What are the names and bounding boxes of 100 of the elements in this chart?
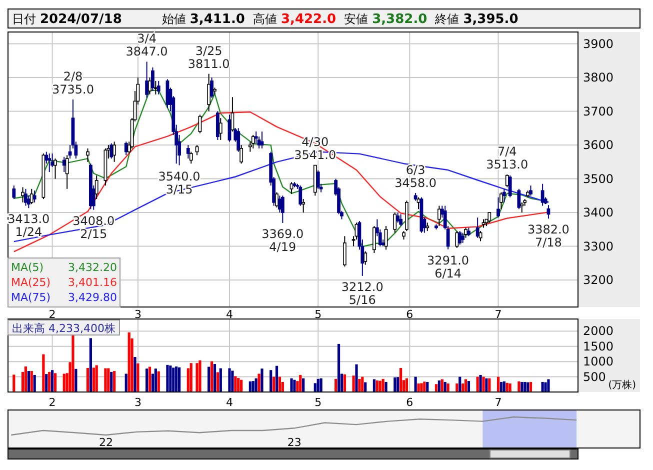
bar <box>400 368 402 392</box>
bar <box>216 372 219 392</box>
bar <box>290 378 293 392</box>
bar <box>508 383 512 392</box>
bar <box>464 379 468 392</box>
candlestick <box>210 77 214 98</box>
bar <box>378 380 382 392</box>
bar <box>502 381 506 392</box>
bar <box>254 378 258 392</box>
x-tick-label: 23 <box>287 436 302 449</box>
bar <box>440 379 444 392</box>
bar <box>86 368 90 392</box>
bar <box>376 380 378 392</box>
candlestick <box>207 73 211 112</box>
bar <box>355 364 358 392</box>
bar <box>500 382 503 392</box>
annotation: 3212.0 5/16 <box>341 280 384 307</box>
candlestick <box>30 188 34 205</box>
candlestick <box>280 195 284 224</box>
bar <box>396 377 400 392</box>
bar <box>434 384 438 392</box>
annotation: 3291.0 6/14 <box>427 253 470 280</box>
bar <box>260 368 264 392</box>
bar <box>479 374 482 392</box>
bar <box>544 382 547 392</box>
annotation: 7/4 3513.0 <box>486 144 528 172</box>
bar <box>270 370 272 392</box>
candlestick <box>458 230 462 246</box>
bar <box>299 374 302 392</box>
x-tick-label: 6 <box>406 396 414 409</box>
y-tick-label: 3400 <box>583 206 614 220</box>
candlestick <box>505 174 509 188</box>
candlestick <box>110 142 114 160</box>
bar <box>476 376 479 392</box>
bar <box>518 381 520 392</box>
y-tick-label: 3300 <box>583 239 614 254</box>
bar <box>272 376 276 392</box>
x-tick-label: 6 <box>406 308 414 321</box>
candlestick <box>54 158 57 180</box>
bar <box>124 374 128 392</box>
candlestick <box>298 185 302 206</box>
bar <box>438 380 440 392</box>
y-tick-label: 3800 <box>583 70 614 85</box>
bar <box>394 377 396 392</box>
bar <box>420 383 423 392</box>
bar <box>210 361 214 392</box>
annotation: 3413.0 1/24 <box>8 212 50 240</box>
candlestick <box>416 196 420 210</box>
candlestick <box>316 170 320 190</box>
bar <box>426 382 429 392</box>
bar <box>446 383 450 392</box>
x-tick-label: 3 <box>134 396 142 409</box>
candlestick <box>156 80 160 95</box>
bar <box>107 368 110 392</box>
text: MA(5) 3,432.20 <box>11 261 117 274</box>
x-tick-label: 2 <box>48 396 56 409</box>
y-tick-label: 500 <box>583 370 606 384</box>
candlestick <box>399 214 402 227</box>
bar <box>166 364 169 392</box>
bar <box>198 360 202 392</box>
candlestick <box>240 144 244 164</box>
bar <box>382 378 384 392</box>
bar <box>89 338 92 392</box>
bar <box>520 382 524 392</box>
annotation: 2/8 3735.0 <box>52 69 94 96</box>
candlestick <box>145 61 149 98</box>
bar <box>361 376 364 392</box>
bar <box>482 376 485 392</box>
bar <box>248 381 252 392</box>
y-tick-label: 3600 <box>583 138 614 152</box>
bar <box>343 374 346 392</box>
bar <box>208 366 210 392</box>
text: 終値 3,395.0 <box>434 12 518 27</box>
bar <box>12 374 16 392</box>
text: 日付 2024/07/18 <box>12 12 122 27</box>
candlestick <box>251 134 255 149</box>
bar <box>237 378 240 392</box>
candlestick <box>218 118 222 140</box>
x-tick-label: 3 <box>134 308 142 321</box>
bar <box>444 382 446 392</box>
bar <box>414 376 417 392</box>
x-tick-label: 2 <box>48 308 56 321</box>
bar <box>172 368 175 392</box>
annotation: 3/4 3847.0 <box>126 32 168 59</box>
candlestick <box>290 182 294 194</box>
bar <box>252 381 254 392</box>
text: 始値 3,411.0 <box>162 12 245 27</box>
candlestick <box>65 154 69 190</box>
bar <box>134 357 136 392</box>
y-tick-label: 3900 <box>583 36 614 51</box>
bar <box>157 371 160 392</box>
bar <box>74 368 78 392</box>
bar <box>136 363 140 392</box>
candlestick <box>502 188 506 203</box>
candlestick <box>364 250 368 266</box>
bar <box>231 370 234 392</box>
candlestick <box>393 212 397 234</box>
bar <box>95 365 98 392</box>
bar <box>302 378 305 392</box>
bar <box>496 376 500 392</box>
